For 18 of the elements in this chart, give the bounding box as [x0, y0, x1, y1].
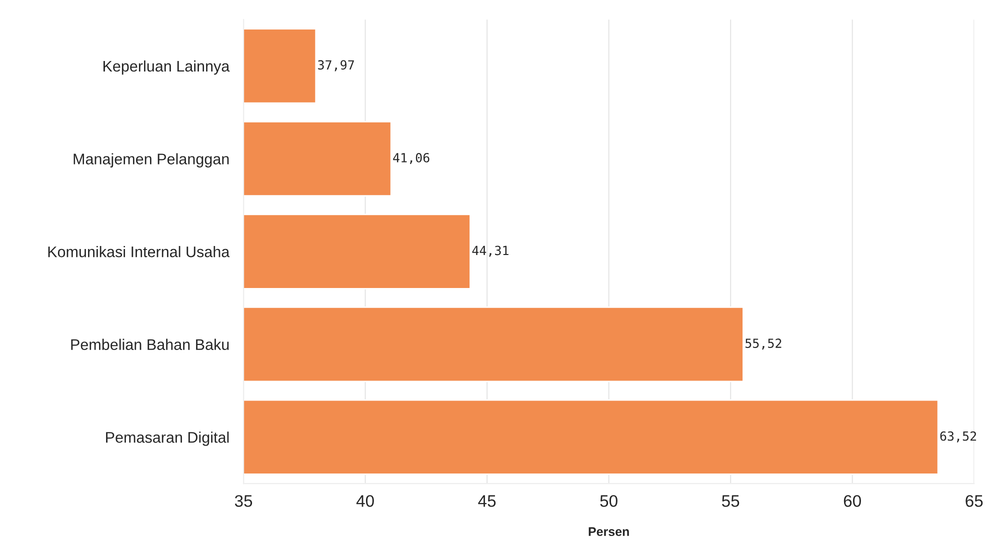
data-label: 63,52: [940, 431, 976, 442]
y-tick-label: Manajemen Pelanggan: [74, 153, 229, 168]
data-label: 41,06: [393, 152, 430, 164]
y-tick-label: Keperluan Lainnya: [103, 60, 230, 75]
x-tick-label: 60: [844, 495, 861, 507]
data-label: 37,97: [318, 60, 354, 72]
x-tick-label: 65: [966, 495, 983, 507]
x-tick-label: 45: [478, 495, 496, 507]
y-tick-label: Komunikasi Internal Usaha: [48, 246, 230, 258]
data-label: 55,52: [746, 338, 782, 350]
y-tick-label: Pemasaran Digital: [106, 432, 229, 446]
x-axis-title: Persen: [588, 527, 629, 536]
data-label: 44,31: [472, 246, 508, 257]
y-tick-label: Pembelian Bahan Baku: [71, 338, 229, 350]
x-tick-label: 50: [600, 495, 618, 507]
x-tick-label: 55: [722, 495, 740, 507]
x-tick-label: 40: [356, 495, 374, 507]
x-tick-label: 35: [234, 495, 252, 507]
